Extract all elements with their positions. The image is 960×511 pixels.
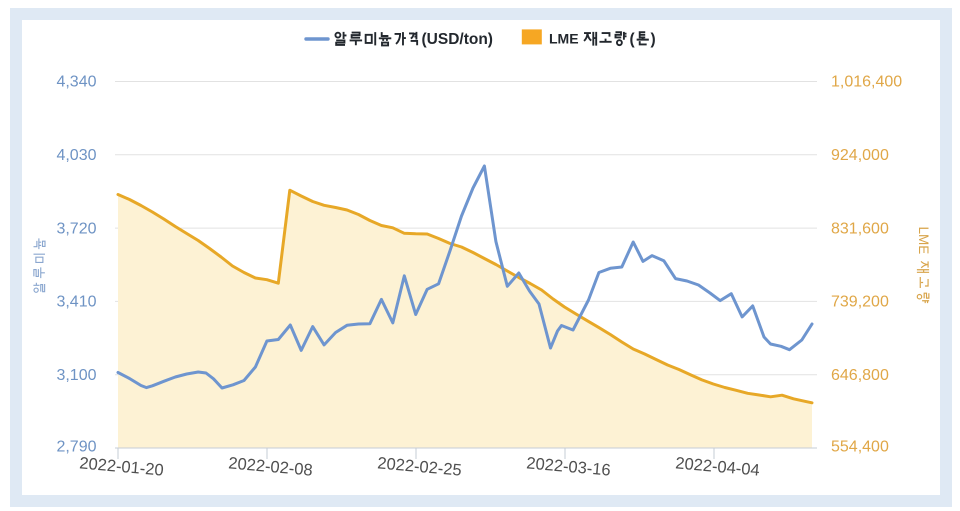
svg-text:(USD/ton): (USD/ton) xyxy=(422,31,493,48)
svg-text:2022-02-25: 2022-02-25 xyxy=(377,454,463,479)
svg-text:LME: LME xyxy=(916,227,931,255)
svg-text:3,410: 3,410 xyxy=(56,294,96,311)
svg-text:2,790: 2,790 xyxy=(56,439,96,456)
svg-text:(: ( xyxy=(630,31,636,48)
svg-text:2022-03-16: 2022-03-16 xyxy=(526,454,612,479)
svg-text:646,800: 646,800 xyxy=(831,367,889,384)
svg-text:831,600: 831,600 xyxy=(831,220,889,237)
svg-text:2022-04-04: 2022-04-04 xyxy=(675,454,761,479)
svg-text:2022-02-08: 2022-02-08 xyxy=(228,454,314,479)
svg-text:739,200: 739,200 xyxy=(831,294,889,311)
svg-text:): ) xyxy=(651,31,656,48)
svg-text:LME: LME xyxy=(549,31,579,47)
svg-text:4,030: 4,030 xyxy=(56,147,96,164)
svg-text:4,340: 4,340 xyxy=(56,74,96,91)
svg-text:2022-01-20: 2022-01-20 xyxy=(79,454,165,479)
svg-text:924,000: 924,000 xyxy=(831,147,889,164)
svg-text:1,016,400: 1,016,400 xyxy=(831,74,902,91)
svg-text:3,720: 3,720 xyxy=(56,220,96,237)
svg-text:3,100: 3,100 xyxy=(56,367,96,384)
svg-text:554,400: 554,400 xyxy=(831,439,889,456)
